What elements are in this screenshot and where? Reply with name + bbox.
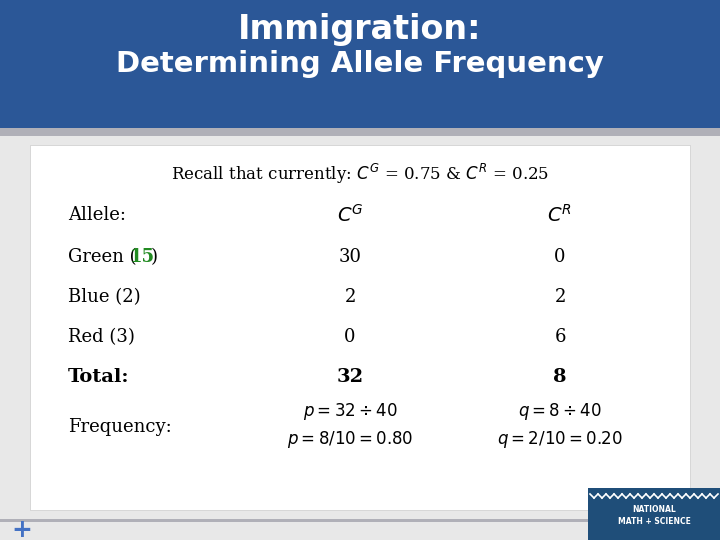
Text: Determining Allele Frequency: Determining Allele Frequency bbox=[116, 50, 604, 78]
Text: $\mathit{C}^G$: $\mathit{C}^G$ bbox=[336, 204, 364, 226]
Bar bbox=[30, 145, 690, 510]
Text: 15: 15 bbox=[130, 248, 155, 266]
Text: 32: 32 bbox=[336, 368, 364, 386]
Text: $q = 2/10 = 0.20$: $q = 2/10 = 0.20$ bbox=[497, 429, 623, 450]
Text: 6: 6 bbox=[554, 328, 566, 346]
Text: +: + bbox=[12, 518, 32, 540]
Text: Frequency:: Frequency: bbox=[68, 418, 172, 436]
Text: Red (3): Red (3) bbox=[68, 328, 135, 346]
Bar bbox=[0, 0, 720, 128]
Text: Recall that currently: $\mathit{C}^G$ = 0.75 & $\mathit{C}^R$ = 0.25: Recall that currently: $\mathit{C}^G$ = … bbox=[171, 162, 549, 186]
Text: $p = 8/10 = 0.80$: $p = 8/10 = 0.80$ bbox=[287, 429, 413, 450]
Text: MATH + SCIENCE: MATH + SCIENCE bbox=[618, 517, 690, 526]
Text: Total:: Total: bbox=[68, 368, 130, 386]
Text: $p = 32 \div 40$: $p = 32 \div 40$ bbox=[302, 402, 397, 422]
Text: Immigration:: Immigration: bbox=[238, 14, 482, 46]
Text: Blue (2): Blue (2) bbox=[68, 288, 140, 306]
Text: $\mathit{C}^R$: $\mathit{C}^R$ bbox=[547, 204, 572, 226]
Bar bbox=[588, 488, 720, 540]
Text: 2: 2 bbox=[554, 288, 566, 306]
Text: Green (: Green ( bbox=[68, 248, 137, 266]
Text: $q = 8 \div 40$: $q = 8 \div 40$ bbox=[518, 402, 602, 422]
Text: ): ) bbox=[151, 248, 158, 266]
Bar bbox=[0, 128, 720, 136]
Text: 2: 2 bbox=[344, 288, 356, 306]
Text: 0: 0 bbox=[344, 328, 356, 346]
Text: 0: 0 bbox=[554, 248, 566, 266]
Text: 30: 30 bbox=[338, 248, 361, 266]
Bar bbox=[0, 519, 720, 522]
Text: NATIONAL: NATIONAL bbox=[632, 505, 676, 515]
Text: 8: 8 bbox=[553, 368, 567, 386]
Text: Allele:: Allele: bbox=[68, 206, 126, 224]
